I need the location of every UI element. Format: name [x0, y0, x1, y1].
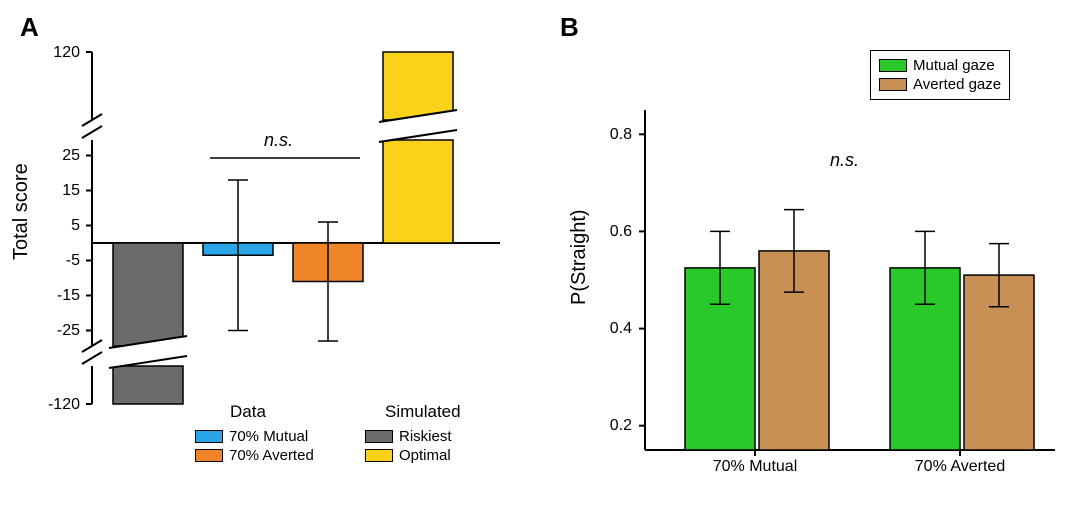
bar-70mutual [203, 180, 273, 331]
legend-b-averted-label: Averted gaze [913, 76, 1001, 93]
xtick-b-g2: 70% Averted [900, 458, 1020, 476]
panel-a: A Total score [0, 0, 540, 523]
ytick-b-04: 0.4 [600, 320, 632, 338]
ytick-a-5: 5 [44, 217, 80, 235]
bar-g1-mutual [685, 231, 755, 450]
bar-g2-averted [964, 244, 1034, 450]
ytick-b-02: 0.2 [600, 417, 632, 435]
legend-a-col2: Riskiest Optimal [365, 426, 452, 466]
legend-b-mutual-label: Mutual gaze [913, 57, 995, 74]
ytick-a-n25: -25 [44, 322, 80, 340]
legend-label-riskiest: Riskiest [399, 428, 452, 445]
legend-label-mutual: 70% Mutual [229, 428, 308, 445]
bar-g1-averted [759, 210, 829, 450]
legend-item-averted: 70% Averted [195, 447, 314, 464]
legend-item-mutual: 70% Mutual [195, 428, 314, 445]
bar-optimal [379, 52, 457, 243]
ytick-b-06: 0.6 [600, 223, 632, 241]
legend-a-col1: 70% Mutual 70% Averted [195, 426, 314, 466]
xtick-b-g1: 70% Mutual [695, 458, 815, 476]
legend-a-col2-title: Simulated [385, 402, 461, 422]
legend-b-averted: Averted gaze [879, 76, 1001, 93]
swatch-riskiest [365, 430, 393, 443]
ytick-b-08: 0.8 [600, 126, 632, 144]
bar-riskiest [109, 243, 187, 404]
ns-label-a: n.s. [264, 130, 293, 151]
ns-label-b: n.s. [830, 150, 859, 171]
ytick-a-n5: -5 [44, 252, 80, 270]
swatch-b-mutual [879, 59, 907, 72]
ytick-a-25: 25 [44, 147, 80, 165]
legend-item-optimal: Optimal [365, 447, 452, 464]
swatch-mutual [195, 430, 223, 443]
legend-label-averted: 70% Averted [229, 447, 314, 464]
bar-70averted [293, 222, 363, 341]
swatch-optimal [365, 449, 393, 462]
swatch-averted [195, 449, 223, 462]
legend-b-mutual: Mutual gaze [879, 57, 1001, 74]
ytick-a-15: 15 [44, 182, 80, 200]
bar-g2-mutual [890, 231, 960, 450]
ytick-a-n120: -120 [38, 396, 80, 414]
swatch-b-averted [879, 78, 907, 91]
legend-label-optimal: Optimal [399, 447, 451, 464]
legend-a-col1-title: Data [230, 402, 266, 422]
panel-b: B P(Straight) [540, 0, 1080, 523]
ytick-a-n15: -15 [44, 287, 80, 305]
legend-b: Mutual gaze Averted gaze [870, 50, 1010, 100]
legend-item-riskiest: Riskiest [365, 428, 452, 445]
ytick-a-120: 120 [44, 44, 80, 62]
